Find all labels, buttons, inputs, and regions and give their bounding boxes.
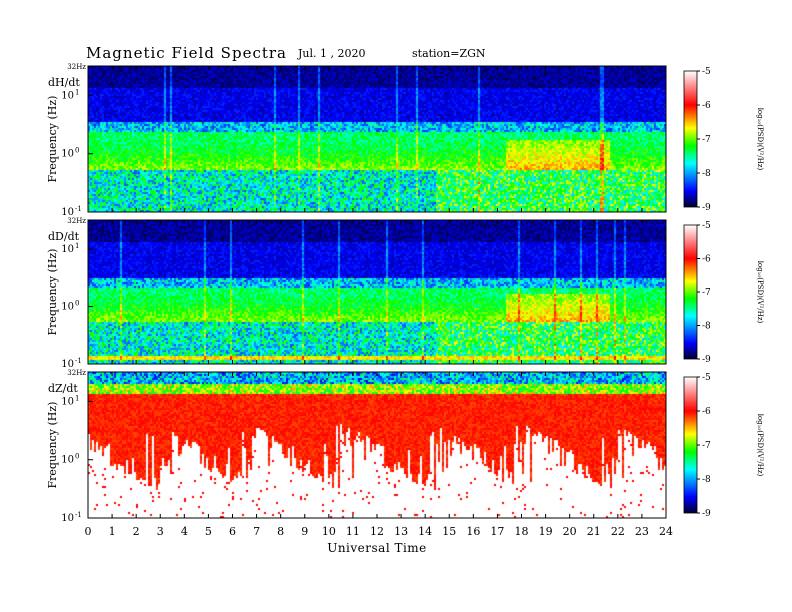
x-tick-label: 13 bbox=[394, 525, 408, 538]
y-top-label: 32Hz bbox=[67, 63, 86, 71]
y-tick-label: 10 bbox=[61, 396, 74, 407]
chart-station: station=ZGN bbox=[412, 47, 486, 60]
y-axis-label: Frequency (Hz) bbox=[46, 402, 59, 489]
x-tick-label: 14 bbox=[418, 525, 432, 538]
x-tick-label: 6 bbox=[229, 525, 236, 538]
spectrogram-image bbox=[88, 220, 666, 364]
colorbar-tick-label: -7 bbox=[702, 288, 711, 298]
colorbar-tick-label: -6 bbox=[702, 255, 711, 265]
panel-label: dZ/dt bbox=[48, 382, 78, 395]
colorbar-tick-label: -9 bbox=[702, 203, 711, 213]
colorbar-label: log₁₀(PSD)(V²/Hz) bbox=[756, 414, 764, 477]
x-tick-label: 23 bbox=[635, 525, 649, 538]
colorbar-tick-label: -7 bbox=[702, 441, 711, 451]
colorbar bbox=[683, 376, 698, 514]
colorbar-tick-label: -5 bbox=[702, 221, 711, 231]
x-tick-label: 1 bbox=[109, 525, 116, 538]
y-tick-exp: -1 bbox=[75, 205, 82, 213]
y-tick-exp: -1 bbox=[75, 357, 82, 365]
y-tick-label: 10 bbox=[61, 207, 74, 218]
colorbar-tick-label: -5 bbox=[702, 373, 711, 383]
colorbar-tick-label: -6 bbox=[702, 407, 711, 417]
y-tick-exp: 1 bbox=[75, 88, 79, 96]
y-tick-exp: 0 bbox=[75, 453, 79, 461]
x-tick-label: 5 bbox=[205, 525, 212, 538]
y-tick-exp: -1 bbox=[75, 511, 82, 519]
panel-label: dH/dt bbox=[48, 76, 80, 89]
x-tick-label: 7 bbox=[253, 525, 260, 538]
colorbar-tick-label: -8 bbox=[702, 169, 711, 179]
colorbar bbox=[683, 70, 698, 208]
y-tick-label: 10 bbox=[61, 244, 74, 255]
y-axis-label: Frequency (Hz) bbox=[46, 249, 59, 336]
colorbar-tick-label: -8 bbox=[702, 322, 711, 332]
x-tick-label: 9 bbox=[301, 525, 308, 538]
x-tick-label: 15 bbox=[442, 525, 456, 538]
colorbar-tick-label: -7 bbox=[702, 135, 711, 145]
chart-header: Magnetic Field Spectra Jul. 1 , 2020 sta… bbox=[0, 44, 792, 64]
x-axis-label: Universal Time bbox=[327, 541, 427, 555]
x-tick-label: 22 bbox=[611, 525, 625, 538]
y-tick-label: 10 bbox=[61, 455, 74, 466]
colorbar-tick-label: -6 bbox=[702, 101, 711, 111]
x-tick-label: 11 bbox=[346, 525, 360, 538]
y-tick-label: 10 bbox=[61, 302, 74, 313]
colorbar-label: log₁₀(PSD)(V²/Hz) bbox=[756, 108, 764, 171]
x-tick-label: 20 bbox=[563, 525, 577, 538]
x-tick-label: 24 bbox=[659, 525, 673, 538]
y-top-label: 32Hz bbox=[67, 217, 86, 225]
colorbar-tick-label: -5 bbox=[702, 67, 711, 77]
y-tick-exp: 1 bbox=[75, 242, 79, 250]
x-tick-label: 4 bbox=[181, 525, 188, 538]
y-tick-exp: 1 bbox=[75, 394, 79, 402]
chart-title: Magnetic Field Spectra bbox=[86, 44, 287, 62]
y-tick-label: 10 bbox=[61, 359, 74, 370]
x-tick-label: 8 bbox=[277, 525, 284, 538]
colorbar bbox=[683, 224, 698, 360]
colorbar-tick-label: -8 bbox=[702, 475, 711, 485]
x-tick-label: 18 bbox=[515, 525, 529, 538]
spectrogram-image bbox=[88, 66, 666, 212]
x-tick-label: 17 bbox=[490, 525, 504, 538]
x-tick-label: 16 bbox=[466, 525, 480, 538]
x-axis: Universal Time 0 1 2 3 4 5 6 7 8 9 10 11 12 13 14 15 16 1… bbox=[85, 525, 674, 555]
x-tick-label: 21 bbox=[587, 525, 601, 538]
y-axis-label: Frequency (Hz) bbox=[46, 96, 59, 183]
x-tick-label: 0 bbox=[85, 525, 92, 538]
y-tick-label: 10 bbox=[61, 513, 74, 524]
colorbar-tick-label: -9 bbox=[702, 355, 711, 365]
x-tick-label: 10 bbox=[322, 525, 336, 538]
colorbar-label: log₁₀(PSD)(V²/Hz) bbox=[756, 261, 764, 324]
y-tick-label: 10 bbox=[61, 90, 74, 101]
spectrogram-image bbox=[88, 372, 666, 518]
x-tick-label: 2 bbox=[133, 525, 140, 538]
chart-date: Jul. 1 , 2020 bbox=[298, 47, 366, 60]
y-tick-exp: 0 bbox=[75, 300, 79, 308]
x-tick-label: 19 bbox=[539, 525, 553, 538]
y-top-label: 32Hz bbox=[67, 369, 86, 377]
x-tick-label: 3 bbox=[157, 525, 164, 538]
y-tick-exp: 0 bbox=[75, 147, 79, 155]
panel-label: dD/dt bbox=[48, 230, 80, 243]
y-tick-label: 10 bbox=[61, 149, 74, 160]
x-tick-label: 12 bbox=[370, 525, 384, 538]
colorbar-tick-label: -9 bbox=[702, 509, 711, 519]
